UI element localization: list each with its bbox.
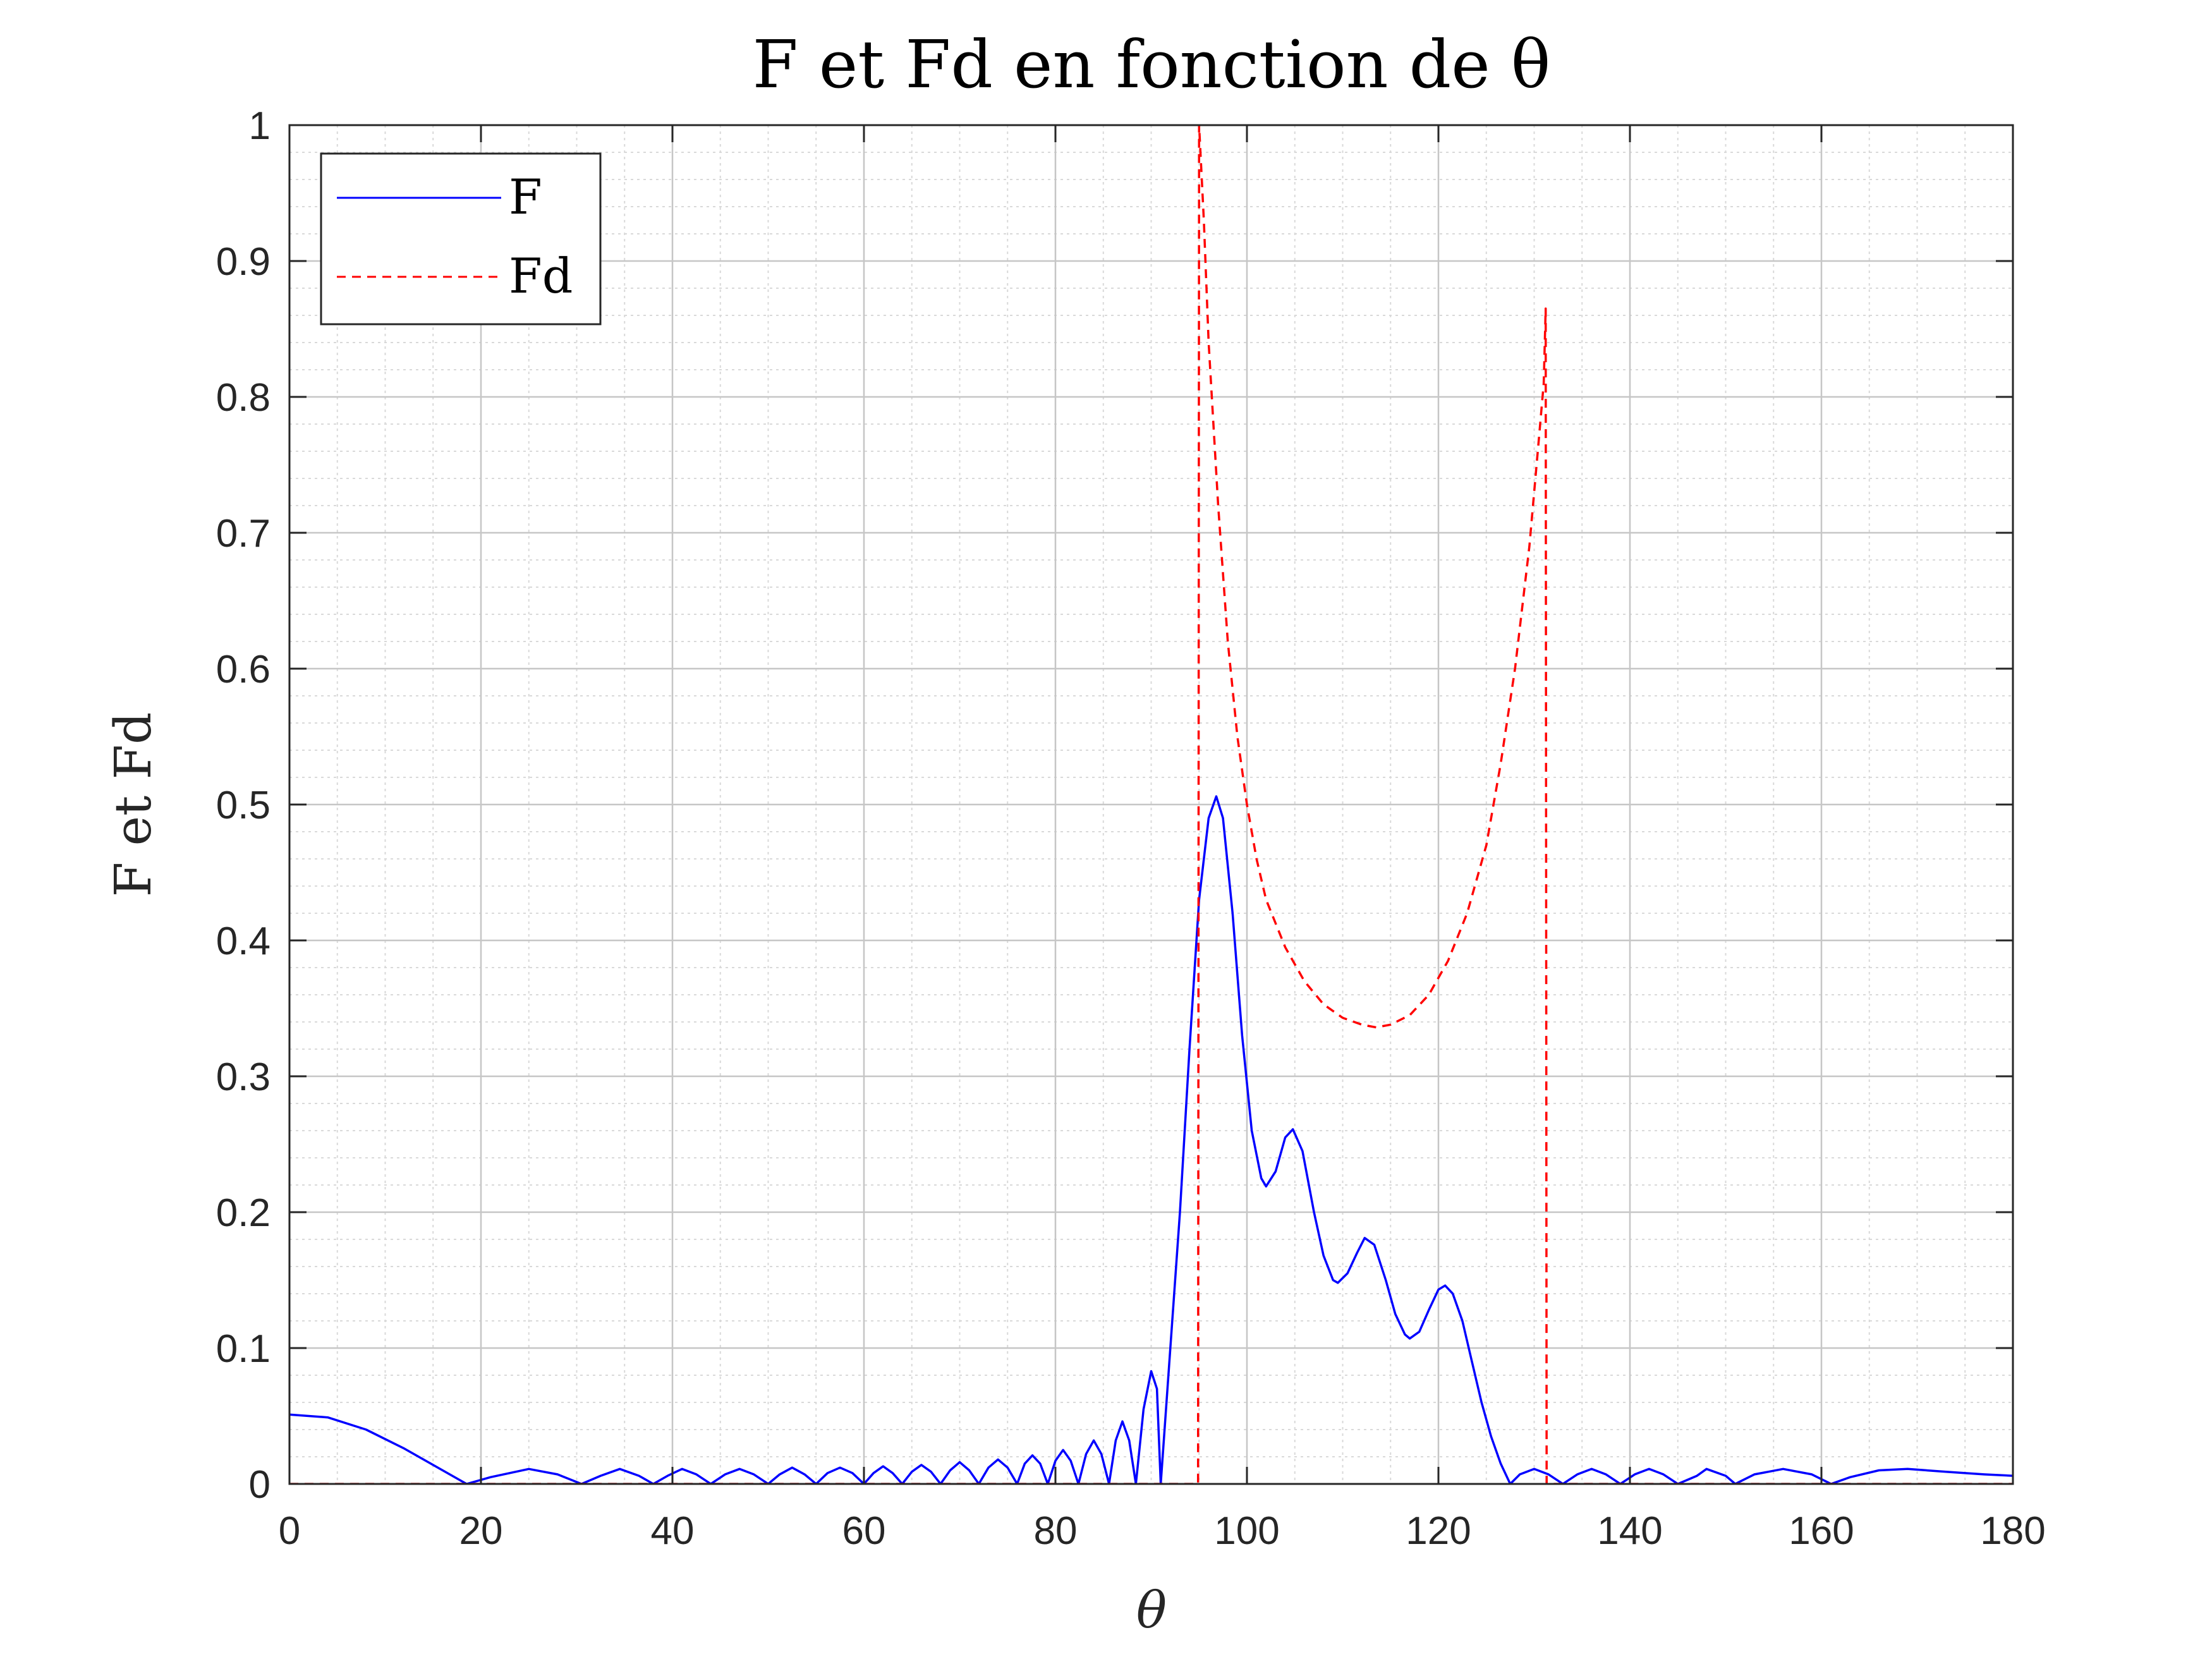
x-tick-label: 120 — [1406, 1509, 1471, 1553]
major-grid — [288, 124, 2014, 1485]
x-tick-label: 40 — [651, 1509, 695, 1553]
x-tick-labels: 0 20 40 60 80 100 120 140 160 180 — [279, 1509, 2046, 1553]
y-tick-label: 1 — [249, 104, 270, 148]
minor-grid — [289, 125, 2013, 1484]
chart-title: F et Fd en fonction de θ — [753, 26, 1551, 103]
x-tick-label: 20 — [459, 1509, 503, 1553]
y-tick-label: 0.3 — [216, 1055, 270, 1099]
series-line-f — [289, 795, 2013, 1484]
y-tick-label: 0.7 — [216, 512, 270, 556]
x-tick-label: 0 — [279, 1509, 300, 1553]
y-tick-label: 0.8 — [216, 376, 270, 420]
y-tick-label: 0.9 — [216, 240, 270, 284]
x-tick-label: 140 — [1597, 1509, 1662, 1553]
y-tick-label: 0.1 — [216, 1327, 270, 1371]
y-tick-labels: 0 0.1 0.2 0.3 0.4 0.5 0.6 0.7 0.8 0.9 1 — [216, 104, 270, 1507]
x-tick-label: 100 — [1214, 1509, 1279, 1553]
series-line-fd — [289, 125, 2013, 1484]
y-tick-label: 0.6 — [216, 648, 270, 691]
legend-box — [320, 152, 602, 325]
x-axis-title: θ — [1136, 1581, 1167, 1639]
y-axis-title: F et Fd — [104, 712, 162, 897]
x-tick-label: 80 — [1034, 1509, 1078, 1553]
x-tick-label: 60 — [842, 1509, 886, 1553]
series-layer — [289, 125, 2013, 1484]
axis-ticks — [288, 124, 2014, 1485]
y-tick-label: 0.4 — [216, 920, 270, 963]
y-tick-label: 0 — [249, 1463, 270, 1507]
legend-label-fd: Fd — [509, 248, 573, 304]
x-tick-label: 180 — [1980, 1509, 2045, 1553]
legend-label-f: F — [509, 169, 542, 225]
x-tick-label: 160 — [1789, 1509, 1854, 1553]
legend: F Fd — [320, 152, 602, 325]
y-tick-label: 0.5 — [216, 784, 270, 827]
y-tick-label: 0.2 — [216, 1191, 270, 1235]
